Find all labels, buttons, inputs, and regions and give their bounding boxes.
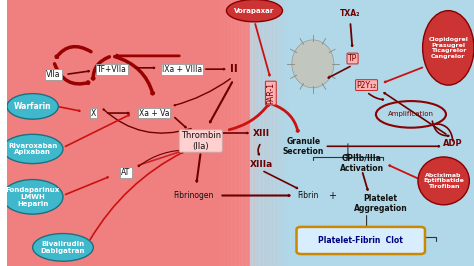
Text: Abciximab
Eptifibatide
Tirofiban: Abciximab Eptifibatide Tirofiban: [423, 173, 464, 189]
Ellipse shape: [418, 157, 469, 205]
Bar: [242, 0, 246, 266]
Ellipse shape: [2, 180, 63, 214]
Text: ADP: ADP: [443, 139, 463, 148]
Bar: [257, 0, 261, 266]
Text: Rivaroxaban
Apixaban: Rivaroxaban Apixaban: [8, 143, 57, 155]
Bar: [246, 0, 250, 266]
Bar: [220, 0, 224, 266]
Bar: [280, 0, 283, 266]
Bar: [272, 0, 276, 266]
Text: Clopidogrel
Prasugrel
Ticagrelor
Cangrelor: Clopidogrel Prasugrel Ticagrelor Cangrel…: [428, 37, 468, 59]
Bar: [238, 0, 242, 266]
Bar: [7, 0, 250, 266]
Bar: [276, 0, 280, 266]
Bar: [235, 0, 238, 266]
Bar: [261, 0, 265, 266]
Text: Platelet-Fibrin  Clot: Platelet-Fibrin Clot: [319, 236, 403, 245]
Bar: [231, 0, 235, 266]
Text: TP: TP: [348, 54, 357, 63]
Text: Fibrinogen: Fibrinogen: [173, 191, 214, 200]
Ellipse shape: [33, 234, 93, 261]
Bar: [283, 0, 287, 266]
Text: XIII: XIII: [253, 128, 270, 138]
Text: Amplification: Amplification: [388, 111, 434, 117]
Text: P2Y₁₂: P2Y₁₂: [356, 81, 377, 90]
Text: Xa + Va: Xa + Va: [139, 109, 169, 118]
Text: II: II: [229, 64, 237, 74]
Bar: [265, 0, 268, 266]
Text: Thrombin
(IIa): Thrombin (IIa): [181, 131, 221, 151]
Text: X: X: [91, 109, 96, 118]
Ellipse shape: [292, 40, 334, 88]
Text: Warfarin: Warfarin: [14, 102, 51, 111]
Text: +: +: [328, 190, 336, 201]
Text: TF+VIIa: TF+VIIa: [97, 65, 127, 74]
Text: Vorapaxar: Vorapaxar: [234, 8, 274, 14]
Text: TXA₂: TXA₂: [340, 9, 360, 18]
Bar: [228, 0, 231, 266]
Text: GPIIb/IIIa
Activation: GPIIb/IIIa Activation: [340, 154, 384, 173]
Text: Bivalirudin
Dabigatran: Bivalirudin Dabigatran: [41, 241, 85, 254]
Ellipse shape: [2, 134, 63, 164]
Bar: [250, 0, 474, 266]
Text: Fondaparinux
LMWH
Heparin: Fondaparinux LMWH Heparin: [6, 187, 60, 207]
FancyBboxPatch shape: [297, 227, 425, 254]
Text: Granule
Secretion: Granule Secretion: [283, 137, 324, 156]
Bar: [212, 0, 216, 266]
Text: IXa + VIIIa: IXa + VIIIa: [162, 65, 202, 74]
Ellipse shape: [7, 94, 58, 119]
Text: PAR-1: PAR-1: [266, 82, 275, 104]
Ellipse shape: [423, 11, 474, 85]
Bar: [250, 0, 254, 266]
Bar: [268, 0, 272, 266]
Bar: [216, 0, 220, 266]
Text: Fibrin: Fibrin: [298, 191, 319, 200]
Bar: [224, 0, 228, 266]
Bar: [254, 0, 257, 266]
Text: VIIa: VIIa: [46, 70, 61, 79]
Text: Platelet
Aggregation: Platelet Aggregation: [354, 194, 408, 213]
Text: XIIIa: XIIIa: [250, 160, 273, 169]
Text: AT: AT: [121, 168, 131, 177]
Ellipse shape: [227, 0, 283, 22]
